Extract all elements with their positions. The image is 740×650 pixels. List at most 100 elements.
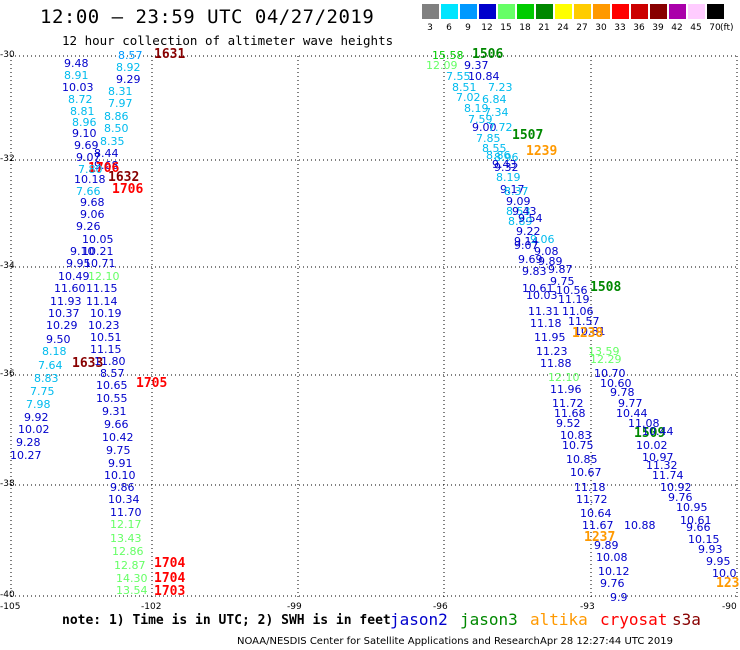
wave-height-label: 8.55	[482, 142, 507, 155]
pass-time-label: 1632	[108, 170, 140, 185]
wave-height-label: 10.92	[660, 481, 692, 494]
wave-height-label: 7.98	[26, 398, 51, 411]
wave-height-label: 10.75	[562, 439, 594, 452]
wave-height-label: 7.85	[476, 132, 501, 145]
wave-height-label: 15.58	[432, 49, 464, 62]
wave-height-label: 8.57	[100, 367, 125, 380]
wave-height-label: 10.97	[642, 451, 674, 464]
wave-height-label: 10.51	[90, 331, 122, 344]
wave-height-label: 10.61	[680, 514, 712, 527]
wave-height-label: 8.19	[464, 102, 489, 115]
legend-label: 3	[427, 23, 433, 33]
wave-height-label: 8.89	[508, 215, 533, 228]
wave-height-label: 10.61	[522, 282, 554, 295]
longitude-label: -90	[722, 602, 737, 612]
wave-height-label: 9.54	[518, 212, 543, 225]
satellite-name-cryosat: cryosat	[600, 610, 668, 629]
wave-height-label: 8.86	[104, 110, 129, 123]
wave-height-label: 8.96	[72, 116, 97, 129]
legend-swatch	[688, 4, 705, 19]
wave-height-label: 10.05	[82, 233, 114, 246]
wave-height-label: 12.09	[426, 59, 458, 72]
wave-height-label: 9.75	[550, 275, 575, 288]
wave-height-label: 12.17	[110, 518, 142, 531]
legend-swatch	[498, 4, 515, 19]
wave-height-label: 10.95	[676, 501, 708, 514]
wave-height-label: 9.89	[538, 255, 563, 268]
pass-time-label: 1507	[512, 128, 544, 143]
legend-label: 9	[465, 23, 471, 33]
legend-swatch	[479, 4, 496, 19]
legend-swatch	[536, 4, 553, 19]
wave-height-label: 10.88	[624, 519, 656, 532]
wave-height-label: 11.31	[528, 305, 560, 318]
wave-height-label: 10.44	[642, 425, 674, 438]
wave-height-label: 9.00	[472, 121, 497, 134]
wave-height-label: 9.10	[70, 245, 95, 258]
wave-height-label: 9.92	[24, 411, 49, 424]
wave-height-label: 12.10	[88, 270, 120, 283]
wave-height-label: 9.48	[64, 57, 89, 70]
pass-time-label: 1704	[154, 556, 186, 571]
longitude-label: -105	[0, 602, 21, 612]
wave-height-label: 11.14	[86, 295, 118, 308]
legend-swatch	[574, 4, 591, 19]
wave-height-label: 7.34	[484, 106, 509, 119]
wave-height-label: 7.66	[76, 185, 101, 198]
wave-height-label: 9.95	[706, 555, 731, 568]
wave-height-label: 8.44	[94, 147, 119, 160]
wave-height-label: 11.67	[582, 519, 614, 532]
legend-label: 70	[709, 23, 721, 33]
latitude-label: -32	[0, 154, 15, 164]
map-title: 12:00 – 23:59 UTC 04/27/2019	[40, 6, 375, 28]
wave-height-label: 11.19	[558, 293, 590, 306]
legend-swatch	[707, 4, 724, 19]
wave-height-label: 11.95	[534, 331, 566, 344]
wave-height-label: 9.28	[16, 436, 41, 449]
wave-height-label: 9.78	[610, 386, 635, 399]
wave-height-label: 10.67	[570, 466, 602, 479]
wave-height-label: 11.96	[550, 383, 582, 396]
pass-time-label: 1704	[154, 571, 186, 586]
legend-swatch	[631, 4, 648, 19]
legend-label: 24	[557, 23, 569, 33]
pass-time-label: 1705	[136, 376, 168, 391]
wave-height-label: 9.76	[668, 491, 693, 504]
wave-height-label: 9.75	[106, 444, 131, 457]
pass-time-label: 1238	[572, 326, 604, 341]
wave-height-label: 10.0	[712, 567, 737, 580]
wave-height-label: 9.17	[500, 183, 525, 196]
wave-height-label: 8.72	[68, 93, 93, 106]
wave-height-label: 12.86	[112, 545, 144, 558]
wave-height-label: 9.06	[80, 208, 105, 221]
wave-height-label: 11.23	[536, 345, 568, 358]
wave-height-label: 9.31	[102, 405, 127, 418]
longitude-label: -99	[287, 602, 302, 612]
pass-time-label: 1239	[526, 144, 558, 159]
wave-height-label: 7.55	[446, 70, 471, 83]
wave-height-label: 10.84	[468, 70, 500, 83]
wave-height-label: 7.59	[468, 113, 493, 126]
wave-height-label: 14.30	[116, 572, 148, 585]
wave-height-label: 10.49	[58, 270, 90, 283]
wave-height-label: 10.44	[616, 407, 648, 420]
wave-height-label: 10.15	[688, 533, 720, 546]
wave-height-label: 9.69	[518, 253, 543, 266]
wave-height-label: 9.07	[76, 151, 101, 164]
legend-swatch	[441, 4, 458, 19]
wave-height-label: 9.69	[74, 139, 99, 152]
wave-height-label: 7.80	[78, 163, 103, 176]
wave-height-label: 9.10	[72, 127, 97, 140]
legend-label: 18	[519, 23, 531, 33]
wave-height-label: 10.19	[90, 307, 122, 320]
wave-height-label: 10.70	[594, 367, 626, 380]
wave-height-label: 8.57	[118, 49, 143, 62]
wave-height-label: 7.02	[456, 91, 481, 104]
wave-height-label: 8.91	[64, 69, 89, 82]
satellite-name-jason3: jason3	[460, 610, 518, 629]
legend-label: 42	[671, 23, 683, 33]
wave-height-label: 9.66	[686, 521, 711, 534]
wave-height-label: 12.10	[548, 371, 580, 384]
wave-height-label: 8.18	[42, 345, 67, 358]
